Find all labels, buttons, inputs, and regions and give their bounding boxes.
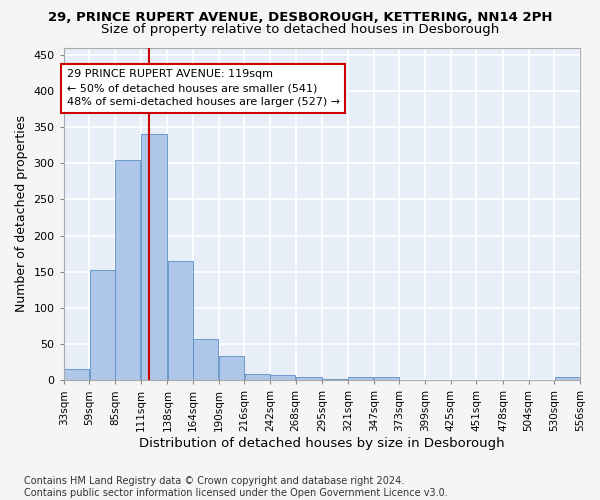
Text: 29 PRINCE RUPERT AVENUE: 119sqm
← 50% of detached houses are smaller (541)
48% o: 29 PRINCE RUPERT AVENUE: 119sqm ← 50% of…: [67, 69, 340, 107]
X-axis label: Distribution of detached houses by size in Desborough: Distribution of detached houses by size …: [139, 437, 505, 450]
Bar: [270, 375, 295, 380]
Bar: [219, 356, 244, 380]
Bar: [64, 370, 89, 380]
Bar: [348, 378, 373, 380]
Bar: [323, 379, 348, 380]
Bar: [115, 160, 140, 380]
Bar: [245, 374, 270, 380]
Text: Size of property relative to detached houses in Desborough: Size of property relative to detached ho…: [101, 23, 499, 36]
Bar: [167, 261, 193, 380]
Bar: [296, 376, 322, 380]
Bar: [89, 270, 115, 380]
Text: Contains HM Land Registry data © Crown copyright and database right 2024.
Contai: Contains HM Land Registry data © Crown c…: [24, 476, 448, 498]
Text: 29, PRINCE RUPERT AVENUE, DESBOROUGH, KETTERING, NN14 2PH: 29, PRINCE RUPERT AVENUE, DESBOROUGH, KE…: [48, 11, 552, 24]
Y-axis label: Number of detached properties: Number of detached properties: [15, 116, 28, 312]
Bar: [141, 134, 167, 380]
Bar: [374, 376, 399, 380]
Bar: [554, 378, 580, 380]
Bar: [193, 339, 218, 380]
